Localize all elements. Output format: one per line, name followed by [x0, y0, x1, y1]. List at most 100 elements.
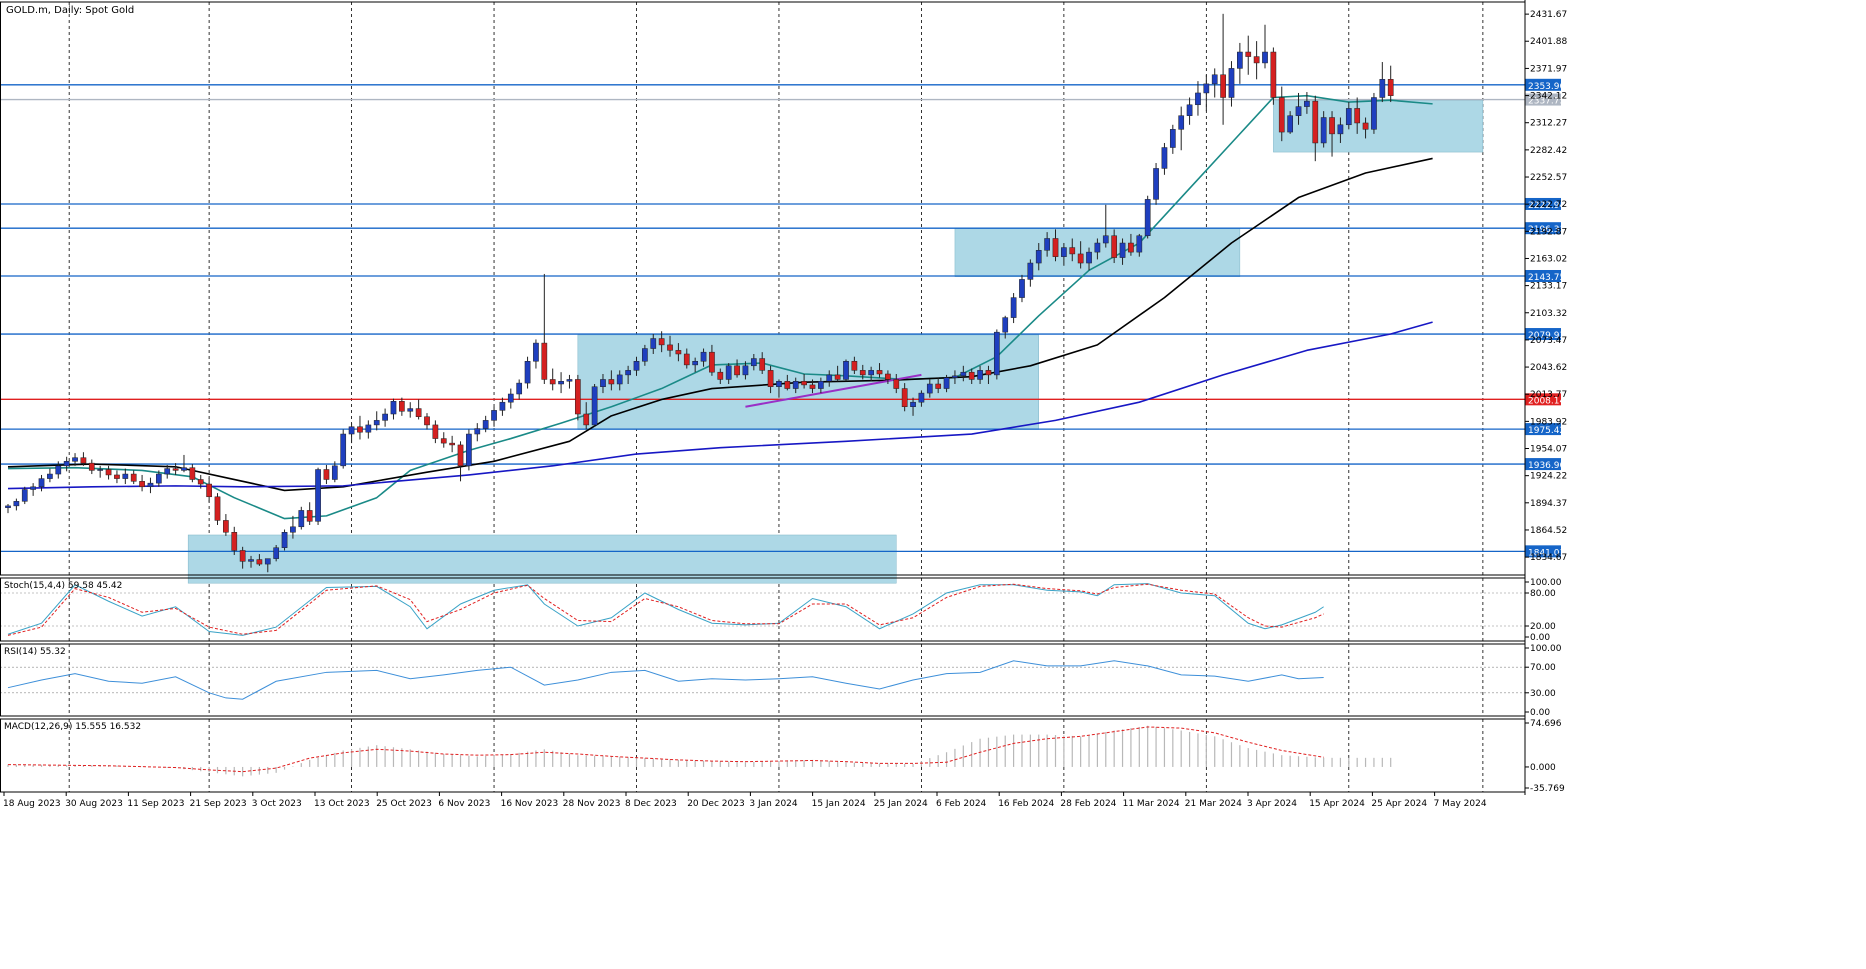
candle-body	[348, 426, 355, 435]
candle	[1186, 97, 1193, 125]
candle	[633, 356, 640, 376]
candle-body	[725, 365, 732, 380]
candle	[583, 402, 590, 430]
candle	[642, 344, 648, 366]
candle	[524, 356, 531, 389]
candle	[1228, 61, 1235, 107]
candle-body	[357, 426, 363, 433]
candle	[1044, 232, 1050, 257]
candle	[214, 493, 221, 525]
candle	[231, 526, 238, 555]
candle	[650, 333, 657, 354]
candle-body	[13, 501, 20, 507]
candle	[47, 468, 53, 483]
candle-body	[600, 379, 606, 387]
series-line	[7, 94, 1433, 520]
level-tag	[1525, 423, 1561, 436]
level-label: 2008.14	[1528, 396, 1565, 406]
candle-body	[1119, 242, 1126, 258]
candle	[474, 423, 481, 442]
level-tag	[1525, 93, 1561, 106]
candle-body	[801, 381, 807, 386]
level-label: 1975.42	[1528, 426, 1565, 436]
candle-body	[675, 350, 682, 355]
level-layer[interactable]: 2353.96 2337.75 2222.94 2196.31 2143.75 2079.…	[0, 78, 1565, 559]
y-tick-label: 2013.77	[1530, 390, 1567, 400]
stoch-line	[7, 583, 1324, 636]
candle	[1337, 117, 1344, 143]
candle-body	[1262, 51, 1268, 64]
candle-body	[331, 465, 338, 480]
candle	[1237, 42, 1243, 84]
candle	[801, 373, 807, 389]
candle	[290, 515, 296, 539]
candle	[826, 370, 833, 387]
pane-frame	[0, 718, 1526, 793]
level-label: 2143.75	[1528, 273, 1565, 283]
y-tick-label: 2312.27	[1530, 119, 1567, 129]
candle-body	[901, 388, 908, 407]
stoch-title: Stoch(15,4,4) 59.58 45.42	[4, 581, 122, 591]
x-tick-label: 15 Apr 2024	[1309, 799, 1365, 809]
candle-body	[1010, 297, 1017, 318]
pane-frame	[0, 1, 1526, 576]
candle-body	[784, 381, 791, 389]
candle-body	[214, 496, 221, 521]
candle-body	[1245, 51, 1252, 57]
candle	[843, 359, 849, 382]
y-tick-label: 1834.67	[1530, 553, 1567, 563]
y-tick-label: 1864.52	[1530, 526, 1567, 536]
candle	[256, 554, 263, 566]
candle	[818, 377, 824, 394]
y-tick-label: 2103.32	[1530, 309, 1567, 319]
candle-body	[1035, 250, 1042, 264]
y-tick-label: 2073.47	[1530, 336, 1567, 346]
x-tick-label: 25 Oct 2023	[376, 799, 432, 809]
candle	[273, 544, 280, 562]
candle	[1211, 68, 1218, 98]
candle-body	[1102, 235, 1109, 244]
candle	[1320, 111, 1327, 148]
candle-body	[776, 381, 782, 387]
candle-body	[792, 381, 799, 389]
candle-body	[155, 473, 162, 484]
candle-body	[809, 384, 816, 389]
candle-body	[616, 374, 623, 385]
candle-body	[591, 386, 598, 426]
candle	[1052, 229, 1059, 262]
candle	[1354, 97, 1361, 134]
candle-body	[1195, 92, 1201, 106]
candle	[1178, 106, 1185, 151]
candle	[1345, 102, 1352, 130]
y-tick-label: 1894.37	[1530, 499, 1567, 509]
candle-body	[1002, 317, 1009, 333]
candle-body	[1295, 106, 1302, 116]
candle-body	[281, 532, 288, 548]
candle-body	[1362, 122, 1369, 130]
candle-body	[1136, 235, 1143, 253]
candle	[206, 477, 212, 503]
candle	[264, 558, 271, 573]
candle	[348, 423, 355, 444]
macd-title: MACD(12,26,9) 15.555 16.532	[4, 722, 141, 732]
chart-title: GOLD.m, Daily: Spot Gold	[6, 5, 134, 16]
candle-body	[80, 457, 87, 464]
candle-body	[1144, 199, 1151, 236]
candle-body	[373, 420, 380, 426]
x-tick-label: 28 Nov 2023	[563, 799, 621, 809]
candle-body	[306, 510, 313, 522]
candle-body	[1345, 108, 1352, 126]
x-tick-label: 30 Aug 2023	[65, 799, 123, 809]
candle	[683, 348, 690, 369]
candle	[1169, 124, 1176, 154]
candle-body	[935, 383, 942, 389]
candle	[574, 374, 581, 421]
candle-body	[993, 331, 1000, 376]
candle-body	[541, 342, 548, 380]
candle	[859, 364, 866, 380]
x-tick-label: 21 Mar 2024	[1185, 799, 1242, 809]
candle-body	[1161, 147, 1168, 169]
series-line	[745, 373, 922, 408]
